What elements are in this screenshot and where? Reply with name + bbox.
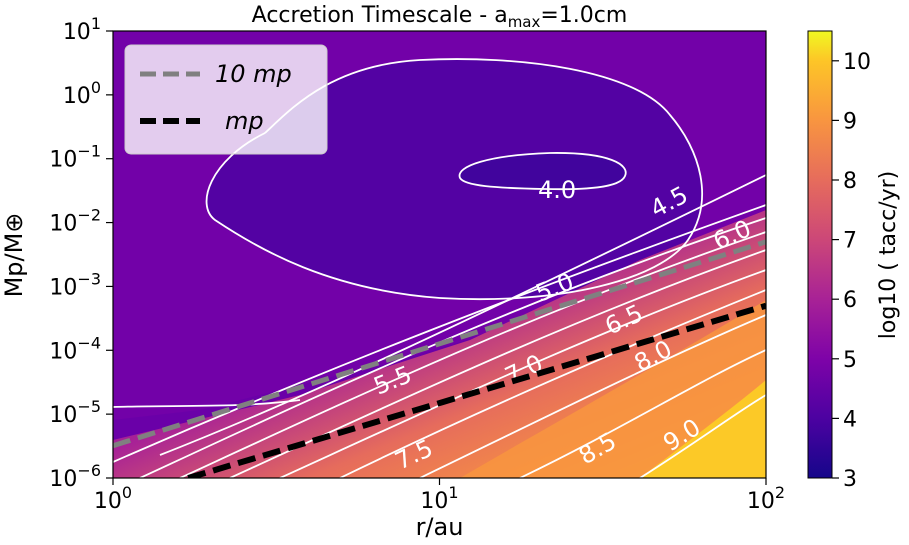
legend: 10 mp mp xyxy=(124,44,328,155)
contour-line-7-0 xyxy=(279,269,766,478)
contour-line-4-5 xyxy=(159,174,766,456)
axes: 100 101 102 101 100 10−1 10−2 10−3 10−4 10−5 10−6 xyxy=(49,14,785,514)
contour-line-9-0 xyxy=(639,394,766,478)
contour-line-8-0 xyxy=(419,314,766,478)
contour-line-5-5 xyxy=(139,217,766,478)
contour-line-8-5 xyxy=(519,349,766,478)
y-tick-label-2: 10−1 xyxy=(49,142,101,173)
y-tick-label-6: 10−5 xyxy=(49,397,101,428)
colorbar-tick-label-5: 8 xyxy=(843,169,857,194)
colorbar-tick-label-7: 10 xyxy=(843,50,871,75)
y-tick-label-4: 10−3 xyxy=(49,269,101,300)
colorbar-ticks: 3 4 5 6 7 8 9 10 xyxy=(832,50,871,492)
mass-line-0 xyxy=(113,239,766,449)
y-axis-label: Mp/M⊕ xyxy=(0,213,28,298)
x-axis-label: r/au xyxy=(416,513,464,541)
contour-line-7-5 xyxy=(339,289,766,478)
colorbar-tick-label-4: 7 xyxy=(843,229,857,254)
contour-line-5-0-left xyxy=(113,399,301,408)
y-tick-label-7: 10−6 xyxy=(49,461,101,492)
chart-title: Accretion Timescale - amax=1.0cm xyxy=(252,3,628,31)
legend-label-mp: mp xyxy=(225,107,264,135)
mass-line-1 xyxy=(187,302,766,478)
colorbar-tick-label-3: 6 xyxy=(843,288,857,313)
x-tick-label-0: 100 xyxy=(94,483,132,514)
y-tick-label-5: 10−4 xyxy=(49,333,101,364)
colorbar-gradient xyxy=(807,30,833,479)
mass-lines xyxy=(113,239,766,478)
y-tick-label-1: 100 xyxy=(63,78,101,109)
colorbar-tick-label-2: 5 xyxy=(843,348,857,373)
contour-fill xyxy=(113,31,766,478)
x-tick-label-1: 101 xyxy=(420,483,458,514)
legend-label-10mp: 10 mp xyxy=(215,60,292,88)
contour-label-4-0: 4.0 xyxy=(538,176,576,204)
region-9-5 xyxy=(640,380,766,478)
contour-line-5-0 xyxy=(113,204,766,463)
contour-line-6-0 xyxy=(179,231,766,478)
contour-line-4-5-loop xyxy=(205,58,703,301)
colorbar-tick-label-6: 9 xyxy=(843,109,857,134)
contour-lines xyxy=(113,58,766,478)
y-tick-label-0: 101 xyxy=(63,14,101,45)
y-tick-label-3: 10−2 xyxy=(49,206,101,237)
colorbar: 3 4 5 6 7 8 9 10 log10 ( tacc/yr) xyxy=(807,30,901,492)
region-4-0 xyxy=(459,152,626,190)
x-tick-label-2: 102 xyxy=(747,483,785,514)
colorbar-tick-label-0: 3 xyxy=(843,467,857,492)
colorbar-tick-label-1: 4 xyxy=(843,407,857,432)
contour-line-4-0 xyxy=(458,152,627,191)
colorbar-label: log10 ( tacc/yr) xyxy=(876,171,901,339)
region-8-5 xyxy=(460,300,766,478)
region-4-5 xyxy=(206,59,703,300)
